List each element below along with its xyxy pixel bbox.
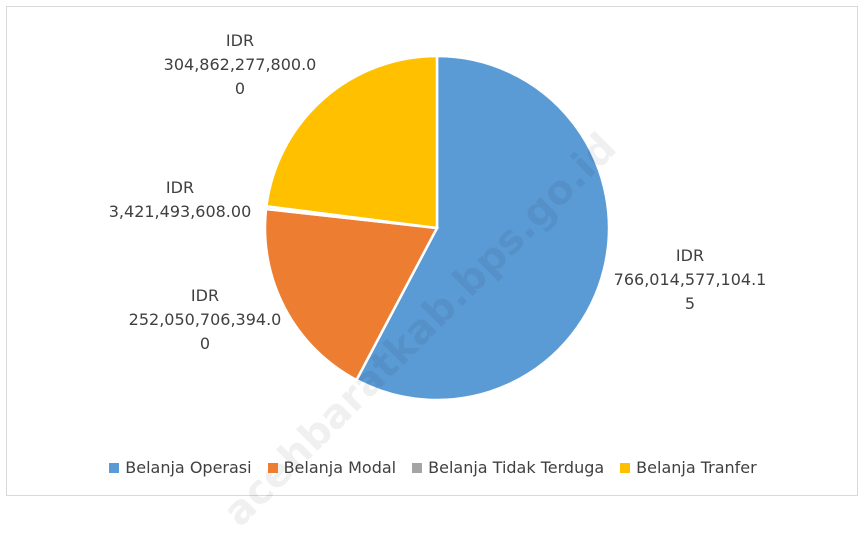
- data-label: IDR 3,421,493,608.00: [108, 178, 252, 221]
- legend-item: Belanja Tranfer: [620, 458, 757, 477]
- legend-swatch: [109, 462, 120, 473]
- legend-swatch: [267, 462, 278, 473]
- legend-item: Belanja Modal: [267, 458, 397, 477]
- chart: [263, 54, 611, 402]
- legend-swatch: [412, 462, 423, 473]
- legend: Belanja Operasi Belanja Modal Belanja Tida…: [0, 458, 866, 477]
- legend-swatch: [620, 462, 631, 473]
- pie-slice: [264, 54, 439, 230]
- legend-item: Belanja Operasi: [109, 458, 252, 477]
- data-label: IDR 304,862,277,800.00: [163, 31, 317, 98]
- legend-label: Belanja Operasi: [125, 458, 252, 477]
- page: acehbaratkab.bps.go.id Belanja Operasi Be…: [0, 6, 866, 535]
- data-label: IDR 252,050,706,394.00: [128, 286, 282, 353]
- pie-slice: [354, 54, 611, 402]
- chart-frame: [6, 6, 858, 496]
- legend-label: Belanja Modal: [283, 458, 397, 477]
- legend-item: Belanja Tidak Terduga: [412, 458, 604, 477]
- legend-label: Belanja Tranfer: [636, 458, 757, 477]
- pie-slice: [263, 207, 439, 382]
- data-label: IDR 766,014,577,104.15: [613, 246, 767, 313]
- legend-label: Belanja Tidak Terduga: [428, 458, 605, 477]
